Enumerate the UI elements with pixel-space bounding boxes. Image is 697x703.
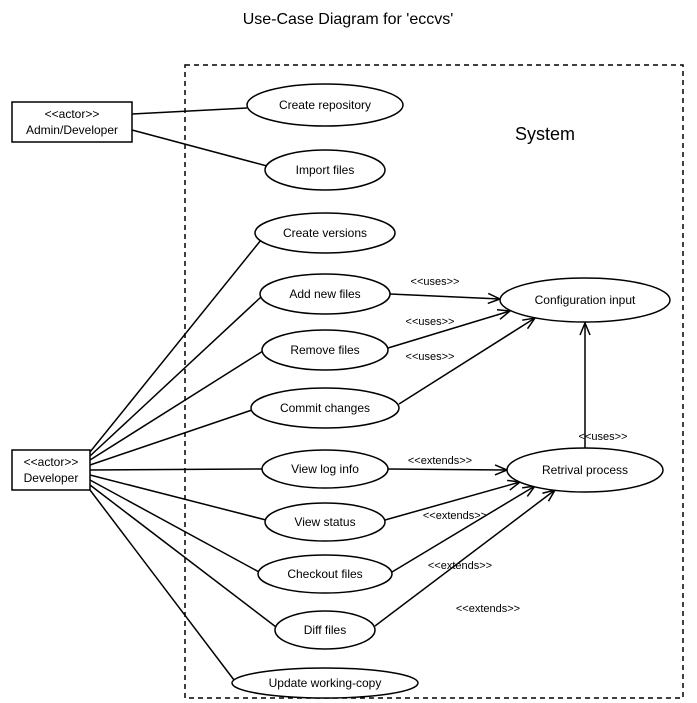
usecase-label-view_log: View log info xyxy=(291,462,359,476)
usecase-label-add_new_files: Add new files xyxy=(289,287,360,301)
assoc-line xyxy=(132,108,247,114)
usecase-label-commit_changes: Commit changes xyxy=(280,401,370,415)
usecase-label-import_files: Import files xyxy=(296,163,355,177)
diagram-title: Use-Case Diagram for 'eccvs' xyxy=(243,11,454,28)
assoc-line xyxy=(90,297,261,456)
actor-stereotype-admin: <<actor>> xyxy=(45,107,100,121)
dependency-label: <<uses>> xyxy=(406,316,455,328)
usecase-label-checkout_files: Checkout files xyxy=(287,567,362,581)
assoc-line xyxy=(90,475,266,520)
assoc-line xyxy=(132,130,267,166)
actor-label-dev: Developer xyxy=(24,471,79,485)
dependency-label: <<extends>> xyxy=(456,603,520,615)
assoc-line xyxy=(90,485,276,627)
assoc-line xyxy=(90,480,259,572)
actor-label-admin: Admin/Developer xyxy=(26,123,118,137)
usecase-label-create_versions: Create versions xyxy=(283,226,367,240)
dependency-label: <<uses>> xyxy=(406,351,455,363)
assoc-line xyxy=(90,469,262,470)
usecase-label-view_status: View status xyxy=(294,515,355,529)
dependency-line xyxy=(390,294,500,299)
dependency-label: <<extends>> xyxy=(408,455,472,467)
usecase-label-diff_files: Diff files xyxy=(304,623,346,637)
assoc-line xyxy=(90,410,252,465)
assoc-line xyxy=(90,351,263,460)
usecase-label-update_wc: Update working-copy xyxy=(269,676,382,690)
system-label: System xyxy=(515,124,575,144)
usecase-diagram: Use-Case Diagram for 'eccvs' System <<acto… xyxy=(0,0,697,703)
usecase-label-remove_files: Remove files xyxy=(290,343,359,357)
usecase-label-retrieval: Retrival process xyxy=(542,463,628,477)
dependency-label: <<uses>> xyxy=(411,276,460,288)
usecase-label-create_repo: Create repository xyxy=(279,98,371,112)
actor-stereotype-dev: <<actor>> xyxy=(24,455,79,469)
usecase-label-config_input: Configuration input xyxy=(535,293,636,307)
dependency-label: <<uses>> xyxy=(579,431,628,443)
dependency-line xyxy=(388,469,507,470)
assoc-line xyxy=(90,240,261,452)
